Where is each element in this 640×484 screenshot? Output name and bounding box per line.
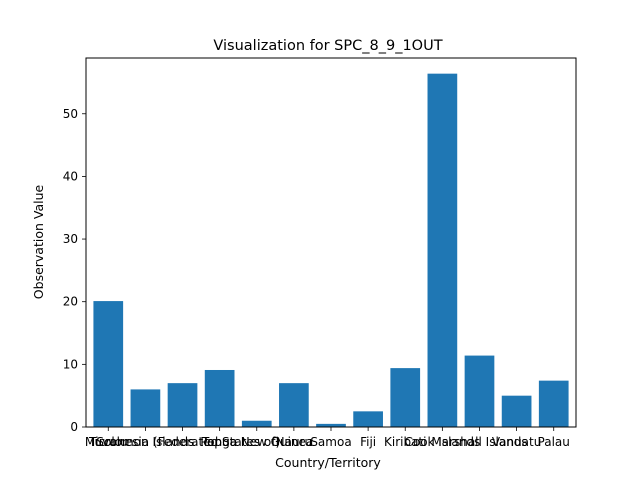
x-tick-label: Kiribati xyxy=(384,435,426,449)
x-axis-label: Country/Territory xyxy=(275,455,381,470)
bar xyxy=(464,355,495,427)
x-tick-label: Solomon Islands xyxy=(96,435,194,449)
bar xyxy=(390,368,421,427)
y-tick-label: 0 xyxy=(70,420,78,434)
bar xyxy=(427,73,458,427)
x-tick-label: Palau xyxy=(538,435,570,449)
y-tick-label: 50 xyxy=(63,107,78,121)
bar xyxy=(204,369,235,427)
bar xyxy=(316,423,346,427)
x-tick-label: Fiji xyxy=(360,435,376,449)
bar xyxy=(538,380,569,427)
bar xyxy=(167,383,198,427)
y-tick-label: 30 xyxy=(63,232,78,246)
x-tick-label: Marshall Islands xyxy=(431,435,527,449)
y-axis-label: Observation Value xyxy=(31,184,46,299)
y-tick-label: 20 xyxy=(63,295,78,309)
x-tick-label: Vanuatu xyxy=(492,435,542,449)
bar xyxy=(353,411,383,427)
x-tick-label: Samoa xyxy=(310,435,351,449)
x-tick-label: Tonga xyxy=(201,435,237,449)
chart-title: Visualization for SPC_8_9_1OUT xyxy=(213,38,442,54)
bar xyxy=(93,301,124,427)
bar xyxy=(279,383,309,427)
y-tick-label: 10 xyxy=(63,357,78,371)
bars-group xyxy=(93,73,569,427)
y-tick-label: 40 xyxy=(63,169,78,183)
bar xyxy=(241,420,272,427)
y-axis-ticks: 0 10 20 30 40 50 xyxy=(63,107,86,434)
bar xyxy=(130,389,161,427)
x-tick-label: Papua New Guinea xyxy=(200,435,313,449)
x-tick-label: Nauru xyxy=(276,435,312,449)
x-tick-label: Cook Islands xyxy=(404,435,480,449)
x-tick-label: Tuvalu xyxy=(88,435,128,449)
bar xyxy=(501,395,532,427)
x-tick-label: Micronesia (Federated States of) xyxy=(85,435,280,449)
